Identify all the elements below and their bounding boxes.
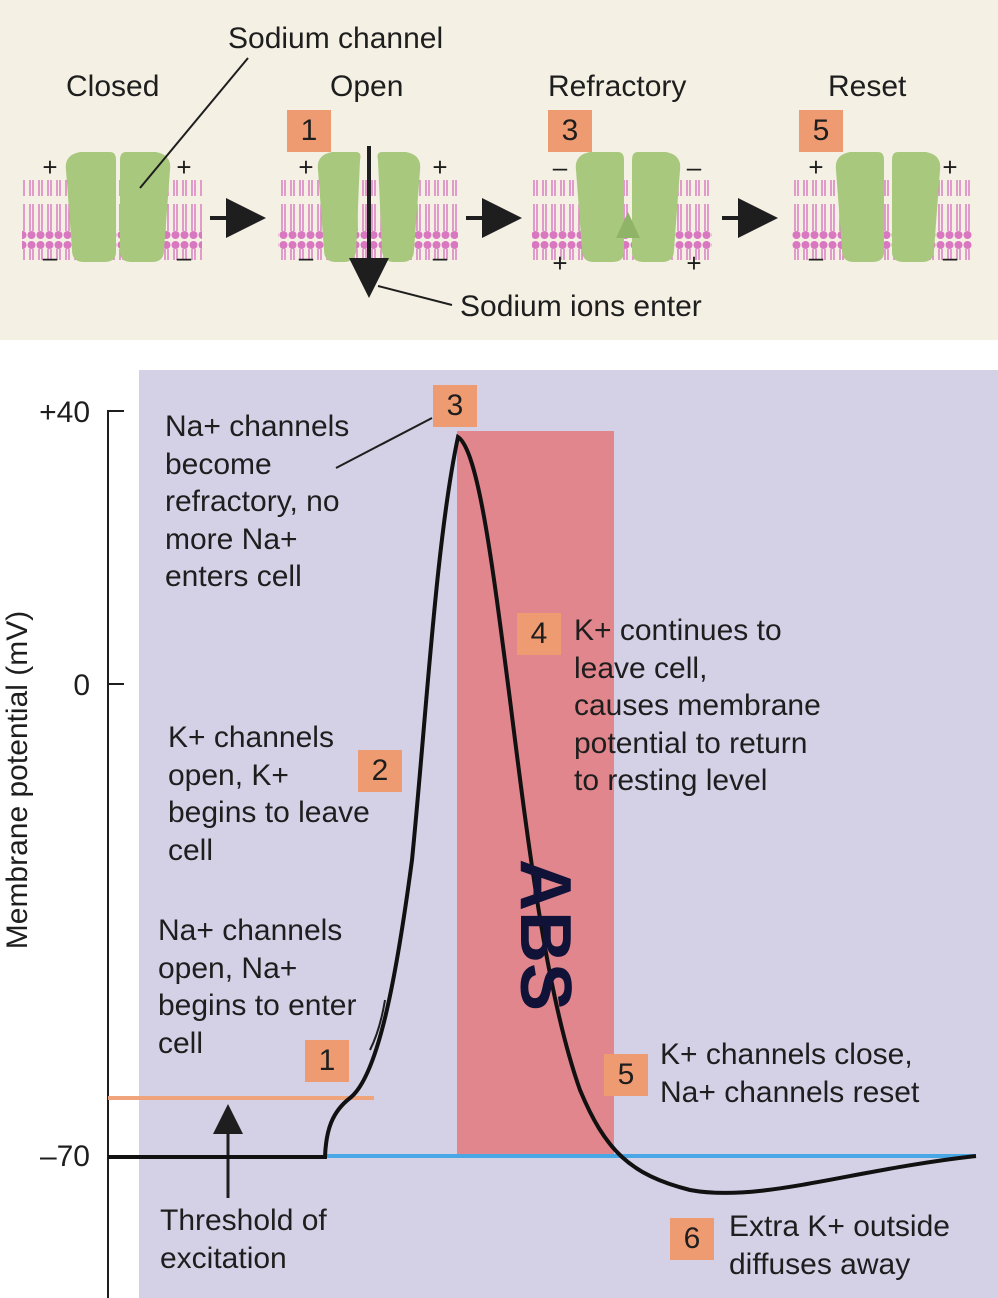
y-axis xyxy=(107,410,124,1298)
leader-sodium-channel xyxy=(139,57,249,189)
leader-step-3 xyxy=(335,417,433,469)
annotation-step-6-text: Extra K+ outside diffuses away xyxy=(729,1210,950,1281)
step-badge-5: 5 xyxy=(604,1054,648,1096)
charge-sign: + xyxy=(298,152,314,182)
step-badge-2: 2 xyxy=(358,750,402,792)
sodium-channel-caption: Sodium channel xyxy=(228,22,444,55)
y-axis-label: Membrane potential (mV) xyxy=(1,610,34,950)
absolute-refractory-band xyxy=(457,431,614,1156)
step-badge-6: 6 xyxy=(670,1218,714,1260)
charge-sign: + xyxy=(42,152,58,182)
step-badge-open: 1 xyxy=(287,110,331,152)
tick-label-0: 0 xyxy=(73,669,90,702)
charge-sign: + xyxy=(552,248,568,278)
charge-sign: – xyxy=(552,152,568,182)
annotation-step-3-text: Na+ channels become refractory, no more … xyxy=(165,410,350,593)
state-closed-label: Closed xyxy=(66,70,160,103)
step-badge-4: 4 xyxy=(517,613,561,655)
charge-sign: + xyxy=(176,152,192,182)
charge-sign: – xyxy=(942,242,958,272)
step-badge-refractory: 3 xyxy=(548,110,592,152)
leader-sodium-ions xyxy=(377,285,453,306)
tick-label-minus70: –70 xyxy=(39,1140,90,1173)
threshold-label: Threshold of excitation xyxy=(160,1204,327,1275)
tick-label-plus40: +40 xyxy=(39,396,90,429)
charge-sign: – xyxy=(176,242,192,272)
channel-reset-icon xyxy=(792,152,972,262)
charge-sign: + xyxy=(686,248,702,278)
action-potential-curve xyxy=(108,433,977,1195)
annotation-step-1-text: Na+ channels open, Na+ begins to enter c… xyxy=(158,914,357,1060)
annotation-step-2-text: K+ channels open, K+ begins to leave cel… xyxy=(168,721,370,867)
charge-sign: – xyxy=(42,242,58,272)
charge-sign: – xyxy=(432,242,448,272)
state-refractory-label: Refractory xyxy=(548,70,687,103)
annotation-step-5-text: K+ channels close, Na+ channels reset xyxy=(660,1038,920,1109)
charge-sign: – xyxy=(298,242,314,272)
state-reset-label: Reset xyxy=(828,70,907,103)
abs-label: ABS xyxy=(505,859,585,1012)
leader-step-1 xyxy=(369,999,386,1051)
charge-sign: – xyxy=(686,152,702,182)
sodium-ions-enter-caption: Sodium ions enter xyxy=(460,290,702,323)
charge-sign: + xyxy=(808,152,824,182)
step-badge-reset: 5 xyxy=(799,110,843,152)
step-badge-3: 3 xyxy=(433,385,477,427)
state-open-label: Open xyxy=(330,70,404,103)
charge-sign: + xyxy=(432,152,448,182)
charge-sign: + xyxy=(942,152,958,182)
step-badge-1: 1 xyxy=(305,1040,349,1082)
channel-closed-icon xyxy=(22,152,202,262)
annotation-step-4-text: K+ continues to leave cell, causes membr… xyxy=(574,614,821,797)
channel-refractory-icon xyxy=(532,152,712,262)
charge-sign: – xyxy=(808,242,824,272)
